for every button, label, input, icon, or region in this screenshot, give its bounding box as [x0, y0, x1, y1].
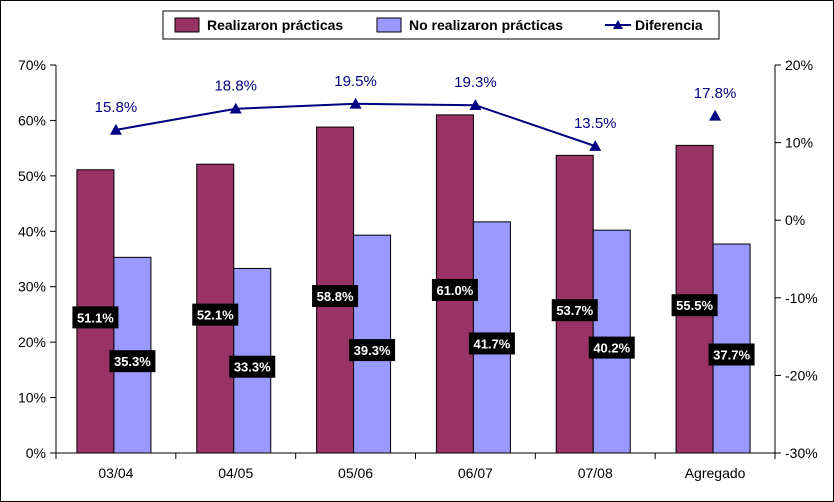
data-label: 39.3%	[354, 343, 391, 358]
y-right-tick-label: 0%	[785, 212, 805, 228]
data-label-box	[551, 299, 598, 322]
legend-label: Diferencia	[635, 17, 703, 33]
legend-marker	[613, 20, 623, 29]
data-label-box	[708, 343, 755, 366]
data-label: 52.1%	[197, 308, 234, 323]
x-tick-label: 05/06	[338, 465, 373, 481]
line-data-label: 19.3%	[454, 74, 497, 91]
x-tick-label: Agregado	[685, 465, 746, 481]
y-right-tick-label: -10%	[785, 290, 818, 306]
legend-swatch	[174, 17, 200, 33]
y-left-tick-label: 10%	[18, 390, 46, 406]
line-marker	[349, 97, 362, 109]
y-left-tick-label: 70%	[18, 57, 46, 73]
line-data-label: 13.5%	[574, 115, 617, 132]
line-marker	[109, 123, 122, 135]
data-label-box	[192, 303, 239, 326]
x-tick-label: 03/04	[98, 465, 133, 481]
data-label: 55.5%	[676, 298, 713, 313]
data-label-box	[431, 278, 478, 301]
x-tick-label: 04/05	[218, 465, 253, 481]
data-label: 51.1%	[77, 310, 114, 325]
data-label: 61.0%	[436, 283, 473, 298]
y-left-tick-label: 20%	[18, 334, 46, 350]
y-left-tick-label: 60%	[18, 112, 46, 128]
plot-area: 0% 10% 20% 30% 40% 50% 60% 70% -30% -20% -10% 0% 10%…	[18, 57, 818, 481]
legend: Realizaron prácticas No realizaron prácti…	[162, 10, 720, 40]
line-marker	[589, 140, 602, 151]
data-label-box	[468, 332, 515, 355]
legend-label: Realizaron prácticas	[207, 17, 343, 33]
data-label: 53.7%	[556, 303, 593, 318]
y-left-tick-label: 30%	[18, 279, 46, 295]
y-right-tick-label: -20%	[785, 367, 818, 383]
y-right-tick-label: 20%	[785, 57, 813, 73]
data-label-box	[229, 355, 276, 378]
line-marker	[229, 102, 242, 114]
line-data-label: 15.8%	[95, 99, 138, 116]
data-label: 35.3%	[114, 354, 151, 369]
data-label: 41.7%	[473, 336, 510, 351]
data-label-box	[588, 336, 635, 359]
data-label: 40.2%	[593, 341, 630, 356]
data-label-box	[671, 294, 718, 317]
data-label: 58.8%	[317, 289, 354, 304]
line-data-label: 18.8%	[214, 78, 257, 95]
data-label-box	[312, 285, 359, 308]
data-label: 33.3%	[234, 360, 271, 375]
data-label-box	[349, 339, 396, 362]
y-right-tick-label: -30%	[785, 445, 818, 461]
data-label-box	[109, 350, 156, 373]
y-right-tick-label: 10%	[785, 135, 813, 151]
y-left-tick-label: 40%	[18, 223, 46, 239]
line-data-label: 17.8%	[694, 85, 737, 102]
line-data-label: 19.5%	[334, 73, 377, 90]
line-marker	[469, 99, 482, 111]
legend-swatch	[376, 17, 402, 33]
legend-label: No realizaron prácticas	[409, 17, 563, 33]
line-marker	[709, 109, 722, 121]
data-label-box	[72, 306, 119, 329]
x-tick-label: 07/08	[578, 465, 613, 481]
data-label: 37.7%	[713, 348, 750, 363]
x-tick-label: 06/07	[458, 465, 493, 481]
y-left-tick-label: 50%	[18, 168, 46, 184]
y-left-tick-label: 0%	[26, 445, 46, 461]
